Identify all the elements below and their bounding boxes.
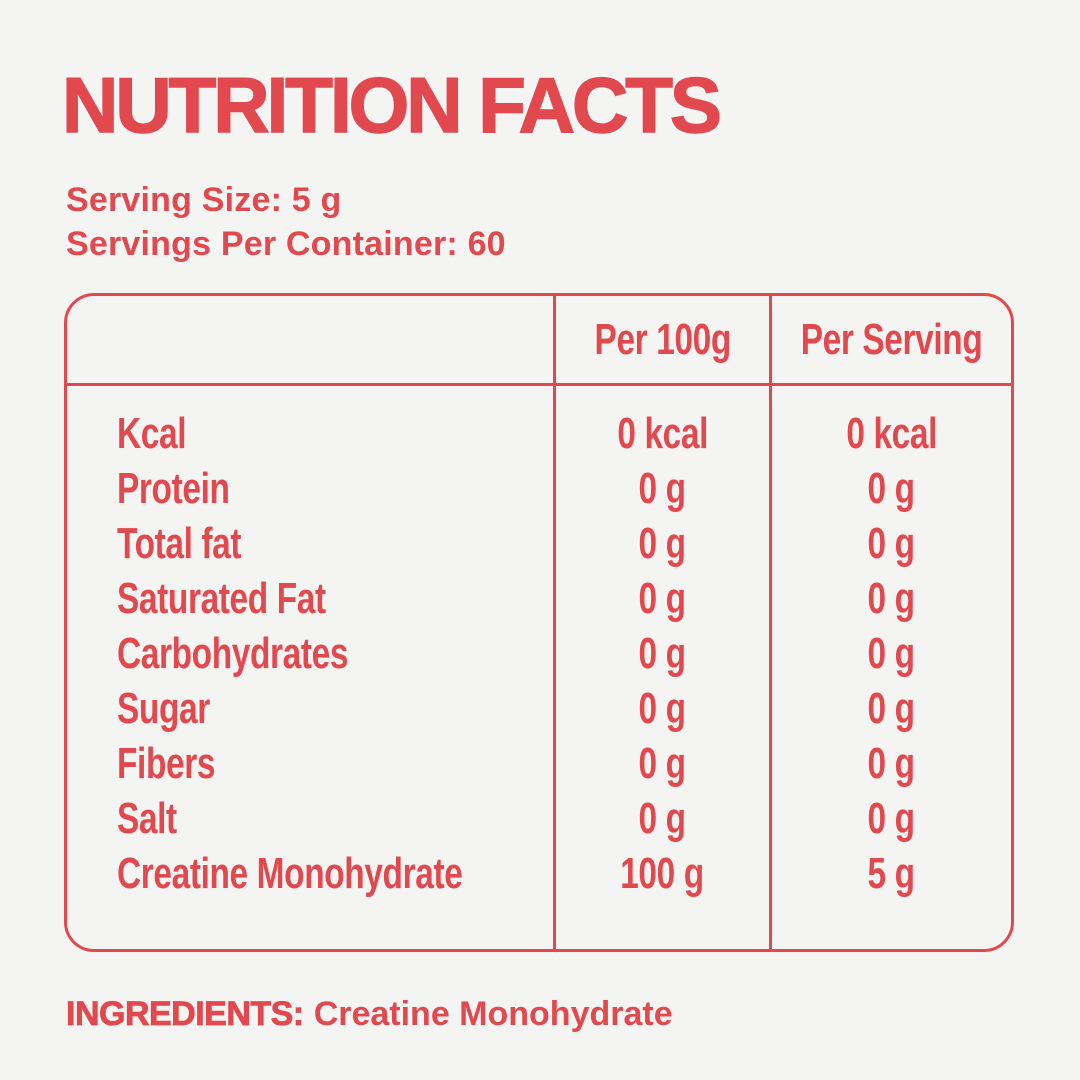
table-cell-per-serving: 5 g [867, 848, 916, 898]
table-row-label: Saturated Fat [117, 573, 326, 623]
nutrition-table: Kcal Protein Total fat Saturated Fat Car… [64, 293, 1014, 952]
column-per-100g: Per 100g 0 kcal 0 g 0 g 0 g 0 g 0 g 0 g … [556, 296, 772, 949]
table-cell-per-serving: 0 kcal [846, 408, 937, 458]
table-cell-per-100g: 0 g [638, 518, 687, 568]
column-header-empty [67, 296, 553, 386]
column-per-serving: Per Serving 0 kcal 0 g 0 g 0 g 0 g 0 g 0… [771, 296, 1011, 949]
table-cell-per-100g: 0 g [638, 628, 687, 678]
table-cell-per-100g: 0 g [638, 793, 687, 843]
table-row-label: Creatine Monohydrate [117, 848, 463, 898]
table-cell-per-serving: 0 g [867, 738, 916, 788]
table-row-label: Sugar [117, 683, 210, 733]
page-title: NUTRITION FACTS [61, 61, 722, 149]
table-row-label: Carbohydrates [117, 628, 349, 678]
column-nutrient-labels: Kcal Protein Total fat Saturated Fat Car… [67, 296, 556, 949]
table-cell-per-serving: 0 g [867, 793, 916, 843]
table-cell-per-100g: 0 g [638, 738, 687, 788]
table-cell-per-100g: 0 g [638, 463, 687, 513]
column-header-per-serving: Per Serving [771, 296, 1011, 386]
table-cell-per-100g: 100 g [620, 848, 705, 898]
table-cell-per-100g: 0 g [638, 573, 687, 623]
table-row-label: Salt [117, 793, 177, 843]
servings-per-container-text: Servings Per Container: 60 [66, 225, 506, 263]
table-cell-per-100g: 0 kcal [617, 408, 708, 458]
table-cell-per-serving: 0 g [867, 573, 916, 623]
table-cell-per-serving: 0 g [867, 628, 916, 678]
table-cell-per-serving: 0 g [867, 683, 916, 733]
serving-size-text: Serving Size: 5 g [66, 181, 342, 219]
column-header-per-100g: Per 100g [556, 296, 769, 386]
table-row-label: Protein [117, 463, 230, 513]
ingredients-value: Creatine Monohydrate [313, 995, 673, 1033]
table-cell-per-serving: 0 g [867, 518, 916, 568]
ingredients-label: INGREDIENTS: [66, 995, 305, 1034]
table-row-label: Fibers [117, 738, 216, 788]
serving-info: Serving Size: 5 g Servings Per Container… [66, 178, 506, 266]
table-cell-per-serving: 0 g [867, 463, 916, 513]
table-row-label: Total fat [117, 518, 242, 568]
table-row-label: Kcal [117, 408, 187, 458]
table-cell-per-100g: 0 g [638, 683, 687, 733]
ingredients-line: INGREDIENTS: Creatine Monohydrate [66, 992, 673, 1036]
